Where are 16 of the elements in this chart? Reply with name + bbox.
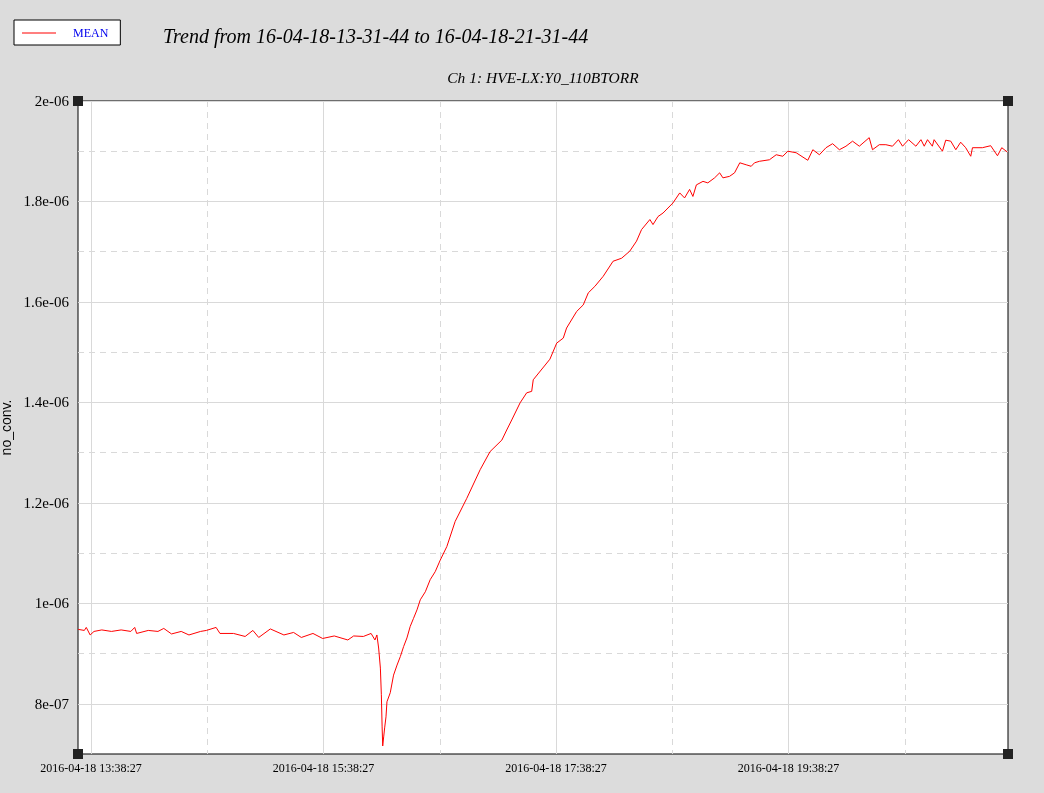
- y-tick-label: 1.6e-06: [23, 293, 70, 310]
- x-tick-label: 2016-04-18 15:38:27: [272, 761, 375, 775]
- y-tick-label: 1.2e-06: [23, 494, 70, 511]
- y-tick-label: 1.8e-06: [23, 193, 70, 210]
- y-tick-label: 2e-06: [34, 93, 70, 109]
- legend-label: MEAN: [73, 26, 109, 40]
- x-tick-label: 2016-04-18 13:38:27: [40, 761, 142, 775]
- chart-subtitle: Ch 1: HVE-LX:Y0_110BTORR: [447, 68, 640, 86]
- x-tick-label: 2016-04-18 17:38:27: [505, 761, 607, 775]
- x-tick-label: 2016-04-18 19:38:27: [737, 761, 840, 775]
- chart-title: Trend from 16-04-18-13-31-44 to 16-04-18-21-31-44: [163, 25, 589, 48]
- y-axis-title: no_conv.: [0, 399, 14, 456]
- y-tick-label: 1.4e-06: [23, 394, 70, 411]
- y-tick-label: 1e-06: [34, 595, 70, 612]
- y-tick-label: 8e-07: [34, 695, 70, 712]
- line-series: [78, 137, 1008, 747]
